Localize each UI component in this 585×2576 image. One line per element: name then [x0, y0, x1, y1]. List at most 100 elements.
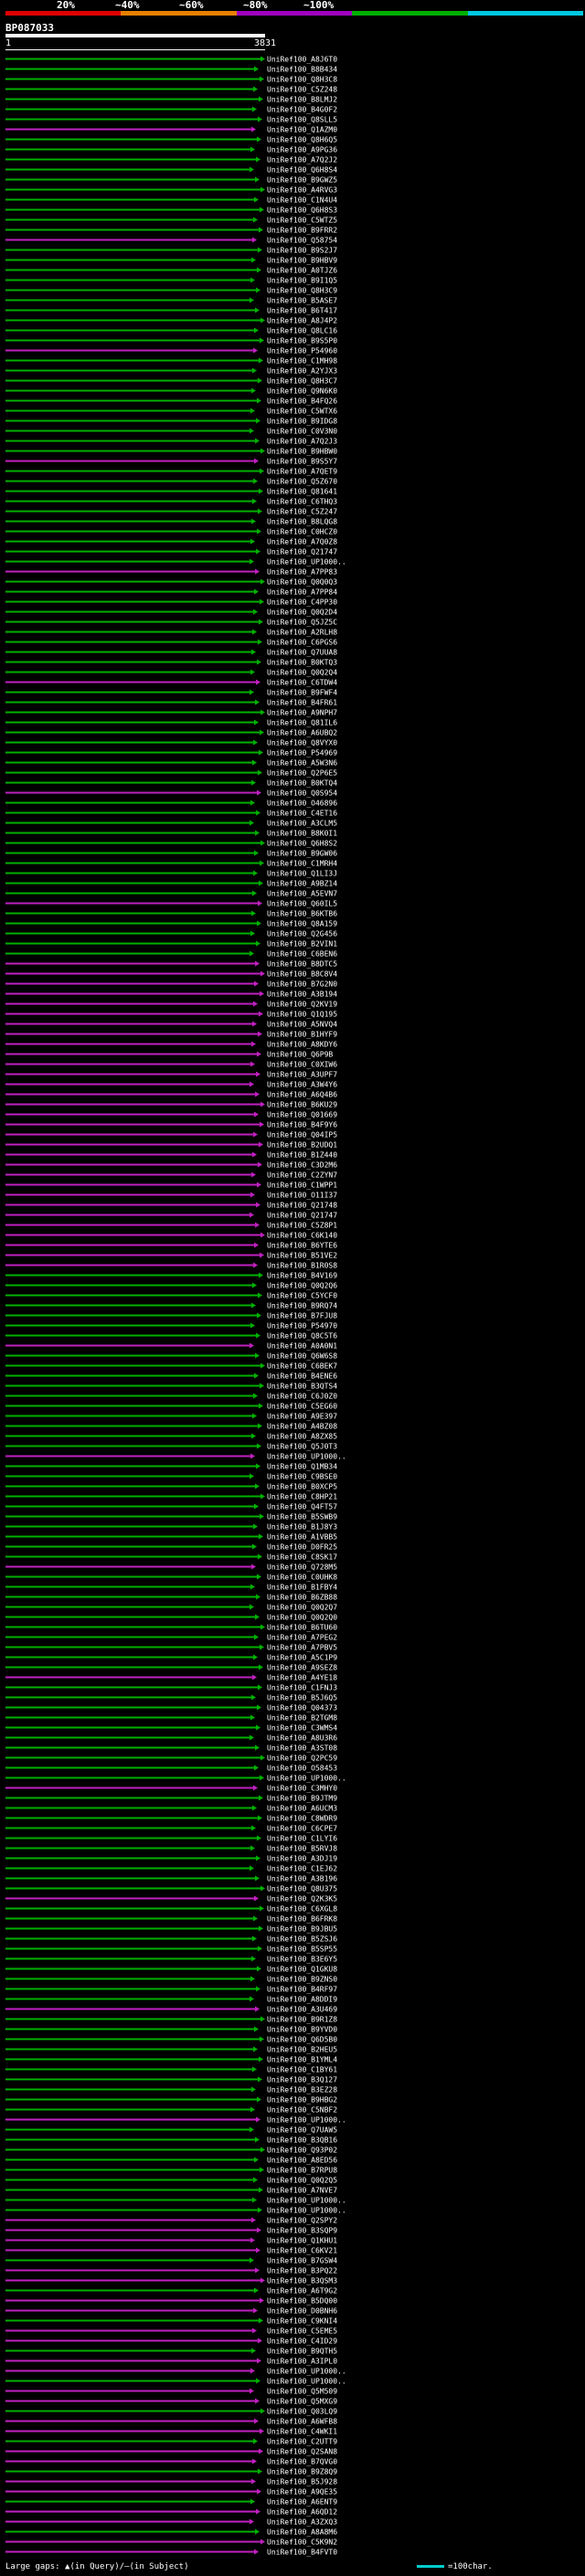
hit-label[interactable]: UniRef100_B3QB16: [267, 2136, 337, 2145]
hit-label[interactable]: UniRef100_B0KTQ3: [267, 659, 337, 667]
hit-label[interactable]: UniRef100_Q728M5: [267, 1564, 337, 1572]
hit-label[interactable]: UniRef100_A8ED56: [267, 2157, 337, 2165]
hit-label[interactable]: UniRef100_Q0Q2Q7: [267, 1604, 337, 1612]
hit-label[interactable]: UniRef100_A8ZX85: [267, 1433, 337, 1441]
hit-label[interactable]: UniRef100_C4WKI1: [267, 2428, 337, 2436]
hit-label[interactable]: UniRef100_C5EG60: [267, 1403, 337, 1411]
hit-label[interactable]: UniRef100_Q2PC59: [267, 1754, 337, 1763]
hit-label[interactable]: UniRef100_B9GWZ5: [267, 176, 337, 185]
hit-label[interactable]: UniRef100_B2TGM8: [267, 1714, 337, 1723]
hit-label[interactable]: UniRef100_Q0Q0Q3: [267, 578, 337, 587]
hit-label[interactable]: UniRef100_B1HYF9: [267, 1031, 337, 1039]
hit-label[interactable]: UniRef100_Q1GKU8: [267, 1966, 337, 1974]
hit-label[interactable]: UniRef100_Q8U375: [267, 1885, 337, 1893]
hit-label[interactable]: UniRef100_Q2SPY2: [267, 2217, 337, 2225]
hit-label[interactable]: UniRef100_B9JTM9: [267, 1795, 337, 1803]
hit-label[interactable]: UniRef100_Q8H6Q5: [267, 136, 337, 144]
hit-label[interactable]: UniRef100_C6BEN6: [267, 950, 337, 959]
hit-label[interactable]: UniRef100_C3WMS4: [267, 1724, 337, 1733]
hit-label[interactable]: UniRef100_C3MHY0: [267, 1785, 337, 1793]
hit-label[interactable]: UniRef100_B2VIN1: [267, 940, 337, 949]
hit-label[interactable]: UniRef100_C4PP30: [267, 599, 337, 607]
hit-label[interactable]: UniRef100_C8WDR9: [267, 1815, 337, 1823]
hit-label[interactable]: UniRef100_Q8LC16: [267, 327, 337, 335]
hit-label[interactable]: UniRef100_B9S5P0: [267, 337, 337, 345]
hit-label[interactable]: UniRef100_O11I37: [267, 1192, 337, 1200]
hit-label[interactable]: UniRef100_B4FQ26: [267, 398, 337, 406]
hit-label[interactable]: UniRef100_C5Z248: [267, 86, 337, 94]
hit-label[interactable]: UniRef100_B3QTS4: [267, 1383, 337, 1391]
hit-label[interactable]: UniRef100_B6ZB88: [267, 1594, 337, 1602]
hit-label[interactable]: UniRef100_A3B196: [267, 1875, 337, 1883]
hit-label[interactable]: UniRef100_A7Q2J3: [267, 438, 337, 446]
hit-label[interactable]: UniRef100_C6KV21: [267, 2247, 337, 2255]
hit-label[interactable]: UniRef100_B3SQP9: [267, 2227, 337, 2235]
hit-label[interactable]: UniRef100_C6TDW4: [267, 679, 337, 687]
hit-label[interactable]: UniRef100_A6UBQ2: [267, 729, 337, 737]
hit-label[interactable]: UniRef100_B4F9Y6: [267, 1121, 337, 1129]
hit-label[interactable]: UniRef100_A6QD12: [267, 2508, 337, 2517]
hit-label[interactable]: UniRef100_B7RPU8: [267, 2167, 337, 2175]
hit-label[interactable]: UniRef100_Q0Q2D4: [267, 609, 337, 617]
hit-label[interactable]: UniRef100_A8DDI9: [267, 1996, 337, 2004]
hit-label[interactable]: UniRef100_B2HEU5: [267, 2046, 337, 2054]
hit-label[interactable]: UniRef100_Q5JZ5C: [267, 619, 337, 627]
hit-label[interactable]: UniRef100_Q4FT57: [267, 1503, 337, 1511]
hit-label[interactable]: UniRef100_B7GSW4: [267, 2257, 337, 2265]
hit-label[interactable]: UniRef100_B4V169: [267, 1272, 337, 1280]
hit-label[interactable]: UniRef100_Q1LI3J: [267, 870, 337, 878]
hit-label[interactable]: UniRef100_A5W3N6: [267, 759, 337, 768]
hit-label[interactable]: UniRef100_C4ID29: [267, 2337, 337, 2346]
hit-label[interactable]: UniRef100_A3ST08: [267, 1744, 337, 1753]
hit-label[interactable]: UniRef100_O58453: [267, 1765, 337, 1773]
hit-label[interactable]: UniRef100_B9FWF4: [267, 689, 337, 697]
hit-label[interactable]: UniRef100_C4ET16: [267, 810, 337, 818]
hit-label[interactable]: UniRef100_Q2SAN8: [267, 2448, 337, 2456]
hit-label[interactable]: UniRef100_A7PEG2: [267, 1634, 337, 1642]
hit-label[interactable]: UniRef100_Q0Q2Q4: [267, 669, 337, 677]
hit-label[interactable]: UniRef100_A3W4Y6: [267, 1081, 337, 1089]
hit-label[interactable]: UniRef100_P54960: [267, 347, 337, 355]
hit-label[interactable]: UniRef100_C6THQ3: [267, 498, 337, 506]
hit-label[interactable]: UniRef100_B9Z8Q9: [267, 2468, 337, 2476]
hit-label[interactable]: UniRef100_Q8A159: [267, 920, 337, 928]
hit-label[interactable]: UniRef100_B8DTC5: [267, 960, 337, 969]
hit-label[interactable]: UniRef100_B1YML4: [267, 2056, 337, 2064]
hit-label[interactable]: UniRef100_B9HBV9: [267, 257, 337, 265]
hit-label[interactable]: UniRef100_C1LYI6: [267, 1835, 337, 1843]
hit-label[interactable]: UniRef100_Q6P9B: [267, 1051, 333, 1059]
hit-label[interactable]: UniRef100_B7FJU8: [267, 1312, 337, 1320]
hit-label[interactable]: UniRef100_Q21748: [267, 1202, 337, 1210]
hit-label[interactable]: UniRef100_Q8SLL5: [267, 116, 337, 124]
hit-label[interactable]: UniRef100_A6T9G2: [267, 2287, 337, 2295]
hit-label[interactable]: UniRef100_C1BY61: [267, 2066, 337, 2074]
hit-label[interactable]: UniRef100_B9ZNS0: [267, 1976, 337, 1984]
hit-label[interactable]: UniRef100_B9FRR2: [267, 227, 337, 235]
hit-label[interactable]: UniRef100_A9BZ14: [267, 880, 337, 888]
hit-label[interactable]: UniRef100_B5J6Q5: [267, 1694, 337, 1702]
hit-label[interactable]: UniRef100_UP1000..: [267, 1453, 346, 1461]
hit-label[interactable]: UniRef100_A7NVE7: [267, 2187, 337, 2195]
hit-label[interactable]: UniRef100_B9HBG2: [267, 2096, 337, 2104]
hit-label[interactable]: UniRef100_A3CLM5: [267, 820, 337, 828]
hit-label[interactable]: UniRef100_B4FVT0: [267, 2549, 337, 2557]
hit-label[interactable]: UniRef100_B3Q127: [267, 2076, 337, 2084]
hit-label[interactable]: UniRef100_B4G0F2: [267, 106, 337, 114]
hit-label[interactable]: UniRef100_C8HP21: [267, 1493, 337, 1501]
hit-label[interactable]: UniRef100_B9IDG8: [267, 418, 337, 426]
hit-label[interactable]: UniRef100_UP1000..: [267, 2378, 346, 2386]
hit-label[interactable]: UniRef100_B9S2J7: [267, 247, 337, 255]
hit-label[interactable]: UniRef100_B9R1Z8: [267, 2016, 337, 2024]
hit-label[interactable]: UniRef100_A8J4P2: [267, 317, 337, 325]
hit-label[interactable]: UniRef100_B9RQ74: [267, 1302, 337, 1310]
hit-label[interactable]: UniRef100_B1FBY4: [267, 1584, 337, 1592]
hit-label[interactable]: UniRef100_Q6D5B0: [267, 2036, 337, 2044]
hit-label[interactable]: UniRef100_Q8C5T6: [267, 1332, 337, 1341]
hit-label[interactable]: UniRef100_C9BSE0: [267, 1473, 337, 1481]
hit-label[interactable]: UniRef100_A8A8M6: [267, 2528, 337, 2537]
hit-label[interactable]: UniRef100_Q81641: [267, 488, 337, 496]
hit-label[interactable]: UniRef100_B4RF97: [267, 1986, 337, 1994]
hit-label[interactable]: UniRef100_Q8H3C9: [267, 287, 337, 295]
hit-label[interactable]: UniRef100_B9YVD0: [267, 2026, 337, 2034]
hit-label[interactable]: UniRef100_A3IPL0: [267, 2358, 337, 2366]
